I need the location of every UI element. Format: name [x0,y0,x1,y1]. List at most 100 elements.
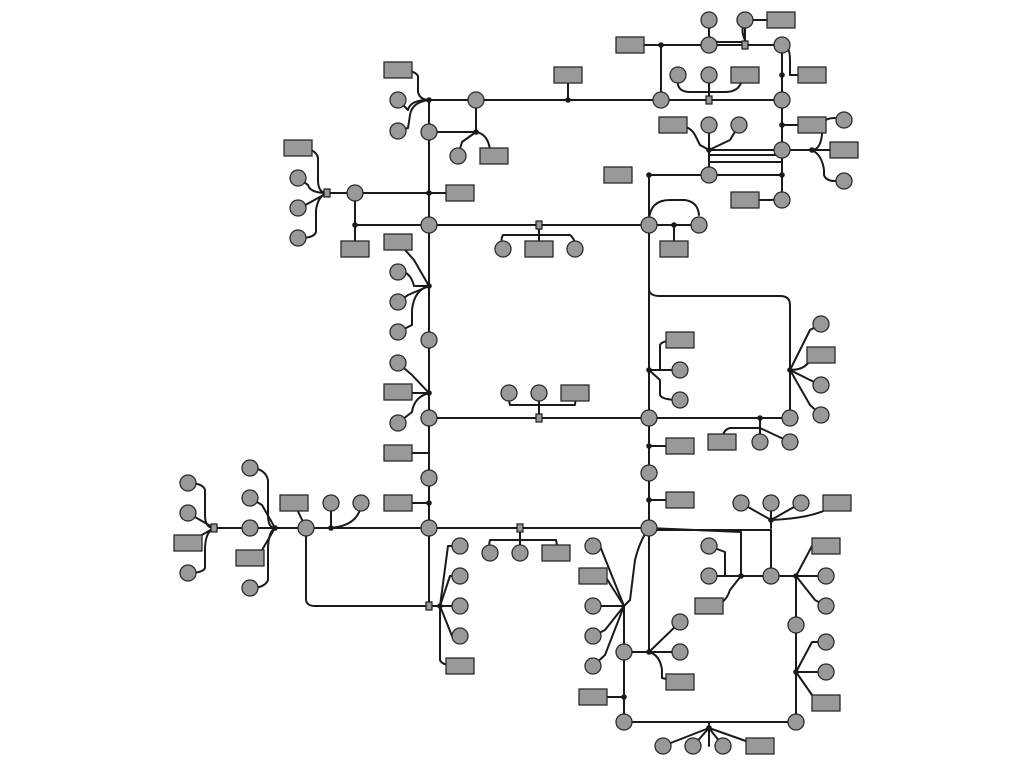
rect-node-22 [665,331,695,349]
circle-node-69 [792,494,810,512]
circle-node-67 [732,494,750,512]
rect-node-34 [694,597,724,615]
circle-node-50 [640,519,658,537]
junction-0 [426,97,432,103]
circle-node-2 [700,36,718,54]
junction-3 [426,190,432,196]
junction-25 [738,573,744,579]
circle-node-40 [671,391,689,409]
junction-29 [621,694,627,700]
rect-node-23 [806,346,836,364]
circle-node-0 [700,11,718,29]
circle-node-78 [584,537,602,555]
circle-node-16 [640,216,658,234]
edge-68 [299,192,328,239]
circle-node-20 [389,122,407,140]
circle-node-17 [467,91,485,109]
circle-node-63 [451,597,469,615]
circle-node-82 [615,643,633,661]
circle-node-31 [389,323,407,341]
edge-62 [397,99,430,132]
rect-node-39 [745,737,775,755]
rect-node-11 [383,61,413,79]
rect-node-26 [665,491,695,509]
circle-node-65 [481,544,499,562]
circle-node-29 [389,263,407,281]
junction-28 [646,649,652,655]
circle-node-30 [389,293,407,311]
circle-node-37 [530,384,548,402]
circle-node-51 [297,519,315,537]
junction-11 [646,172,652,178]
rect-node-12 [479,147,509,165]
rect-node-10 [553,66,583,84]
circle-node-62 [451,567,469,585]
rect-node-35 [578,567,608,585]
rect-node-20 [383,444,413,462]
circle-node-10 [773,141,791,159]
circle-node-1 [736,11,754,29]
junction-16 [646,443,652,449]
circle-node-70 [700,537,718,555]
edge-72 [397,285,430,333]
junction-27 [768,517,774,523]
rect-node-2 [797,66,827,84]
circle-node-26 [420,216,438,234]
circle-node-33 [389,354,407,372]
rect-node-33 [811,537,841,555]
circle-node-25 [289,229,307,247]
junction-19 [426,390,432,396]
circle-node-87 [654,737,672,755]
junction-15 [757,415,763,421]
junction-4 [352,222,358,228]
edge-126 [623,651,797,723]
junction-10 [779,172,785,178]
busbar-3 [535,413,543,423]
circle-node-55 [241,489,259,507]
circle-node-56 [241,519,259,537]
circle-node-43 [781,433,799,451]
circle-node-73 [817,567,835,585]
circle-node-8 [700,116,718,134]
junction-7 [779,122,785,128]
rect-node-21 [383,494,413,512]
junction-1 [473,129,479,135]
rect-node-14 [445,184,475,202]
edge-31 [708,74,746,93]
circle-node-14 [773,191,791,209]
rect-node-25 [665,437,695,455]
junction-2 [565,97,571,103]
circle-node-39 [671,361,689,379]
circle-node-61 [451,537,469,555]
edge-76 [397,392,430,424]
rect-node-32 [822,494,852,512]
rect-node-0 [766,11,796,29]
circle-node-12 [835,111,853,129]
busbar-0 [741,40,749,50]
circle-node-85 [615,713,633,731]
busbar-1 [705,95,713,105]
circle-node-49 [420,519,438,537]
circle-node-58 [179,474,197,492]
circle-node-21 [449,147,467,165]
circle-node-66 [511,544,529,562]
rect-node-17 [383,233,413,251]
circle-node-42 [751,433,769,451]
circle-node-52 [322,494,340,512]
junction-5 [658,42,664,48]
circle-node-48 [420,469,438,487]
circle-node-64 [451,627,469,645]
junction-13 [646,367,652,373]
circle-node-11 [700,166,718,184]
circle-node-59 [179,504,197,522]
edge-139 [623,527,650,607]
circle-node-34 [389,414,407,432]
circle-node-80 [584,627,602,645]
junction-9 [809,147,815,153]
circle-node-72 [762,567,780,585]
rect-node-28 [173,534,203,552]
busbar-6 [210,523,218,533]
circle-node-74 [817,597,835,615]
circle-node-79 [584,597,602,615]
circle-node-9 [730,116,748,134]
